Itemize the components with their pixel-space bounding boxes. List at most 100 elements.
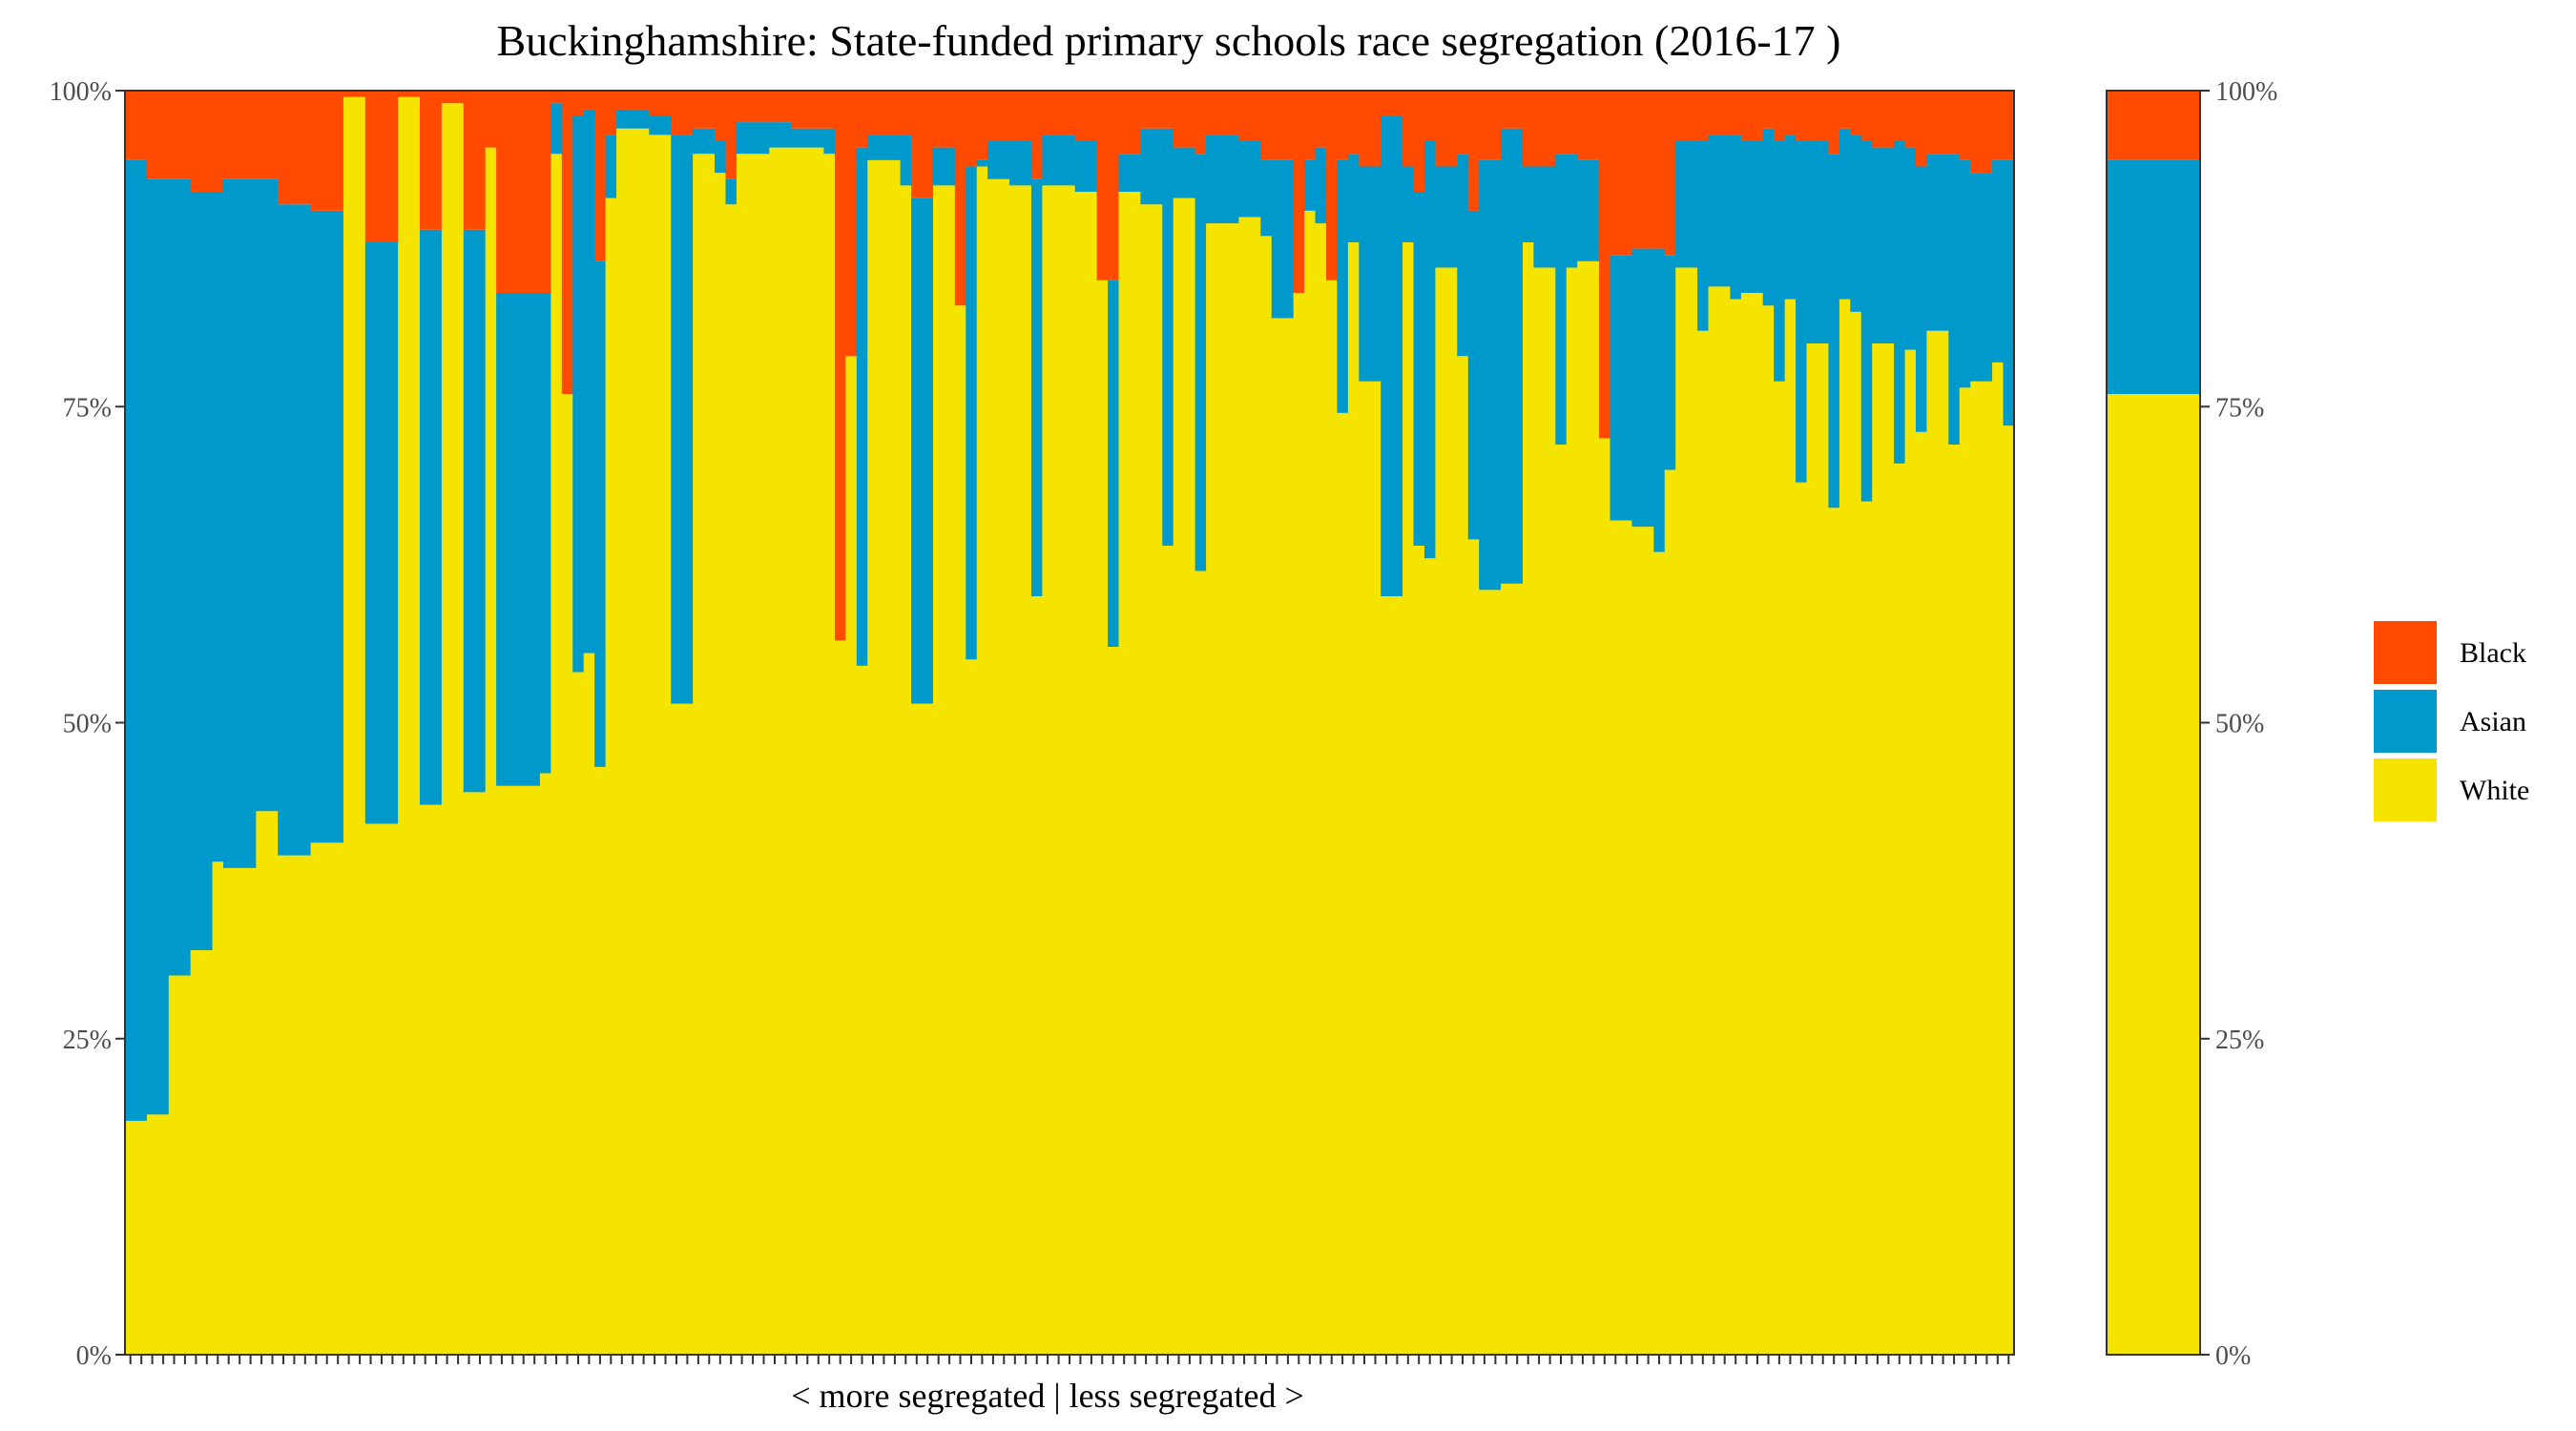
bar-black-58 — [1260, 91, 1273, 160]
bar-asian-105 — [1948, 154, 1961, 445]
bar-black-5 — [223, 91, 257, 179]
bar-white-56 — [1206, 223, 1239, 1355]
bar-black-76 — [1522, 91, 1535, 167]
bar-white-17 — [539, 773, 551, 1355]
bar-white-11 — [398, 96, 421, 1355]
bar-black-45 — [1009, 91, 1032, 141]
bar-black-87 — [1697, 91, 1710, 141]
bar-black-48 — [1074, 91, 1098, 141]
bar-black-25 — [649, 91, 672, 116]
bar-asian-40 — [932, 147, 956, 186]
bar-asian-93 — [1784, 135, 1797, 300]
bar-black-39 — [911, 91, 934, 198]
bar-black-47 — [1042, 91, 1076, 135]
bar-white-24 — [616, 128, 650, 1355]
bar-asian-69 — [1413, 192, 1425, 546]
bar-asian-44 — [987, 141, 1010, 179]
y-axis-left: 0% 25% 50% 75% 100% — [50, 77, 125, 1371]
bar-asian-30 — [736, 122, 770, 155]
bar-black-16 — [496, 91, 541, 293]
bar-black-7 — [278, 91, 312, 205]
bar-white-78 — [1555, 445, 1568, 1355]
y-axis-right: 0% 25% 50% 75% 100% — [2200, 77, 2277, 1371]
bar-black-69 — [1413, 91, 1425, 192]
bar-black-71 — [1435, 91, 1458, 167]
bar-asian-42 — [966, 166, 978, 660]
bar-black-94 — [1796, 91, 1808, 141]
bar-white-7 — [278, 855, 312, 1355]
bar-white-35 — [845, 356, 858, 1355]
bar-black-99 — [1860, 91, 1873, 141]
bar-asian-109 — [2003, 159, 2015, 426]
bar-asian-20 — [572, 115, 585, 673]
bar-white-54 — [1173, 197, 1196, 1355]
bar-asian-51 — [1118, 154, 1141, 192]
bar-white-102 — [1904, 349, 1917, 1355]
bar-black-19 — [561, 91, 573, 394]
bar-black-26 — [671, 91, 694, 135]
bar-asian-64 — [1337, 159, 1349, 413]
bar-white-104 — [1926, 330, 1949, 1355]
bar-white-94 — [1796, 482, 1808, 1355]
overall-white — [2107, 394, 2200, 1355]
bar-black-59 — [1271, 91, 1295, 160]
bar-black-105 — [1948, 91, 1961, 155]
bar-white-33 — [823, 154, 836, 1355]
bar-asian-4 — [212, 192, 224, 862]
bar-white-92 — [1774, 381, 1786, 1355]
bar-black-20 — [572, 91, 585, 116]
bar-asian-97 — [1839, 128, 1851, 300]
bar-black-11 — [398, 91, 421, 97]
bar-white-93 — [1784, 299, 1797, 1355]
bar-white-79 — [1566, 267, 1578, 1355]
bar-asian-66 — [1359, 166, 1381, 382]
bar-white-9 — [343, 96, 366, 1355]
bar-black-18 — [551, 91, 563, 104]
bar-white-101 — [1894, 463, 1906, 1355]
bar-black-62 — [1315, 91, 1327, 148]
bar-white-6 — [256, 811, 279, 1355]
bar-black-92 — [1774, 91, 1786, 141]
bar-asian-90 — [1740, 141, 1764, 293]
bar-white-26 — [671, 703, 694, 1355]
bar-black-93 — [1784, 91, 1797, 135]
bar-asian-62 — [1315, 147, 1327, 224]
bar-white-76 — [1522, 242, 1535, 1355]
bar-black-74 — [1479, 91, 1502, 160]
bar-asian-24 — [616, 109, 650, 129]
bar-white-106 — [1959, 387, 1971, 1355]
bar-white-72 — [1457, 356, 1469, 1355]
bar-asian-32 — [791, 128, 825, 148]
bar-asian-61 — [1304, 159, 1317, 211]
legend-label-white: White — [2460, 775, 2529, 806]
bar-white-98 — [1850, 311, 1862, 1355]
bar-white-97 — [1839, 299, 1851, 1355]
bar-white-74 — [1479, 590, 1502, 1355]
bar-black-60 — [1293, 91, 1305, 293]
bar-black-101 — [1894, 91, 1906, 141]
y-tick-label-left-4: 100% — [50, 77, 112, 107]
bar-black-95 — [1806, 91, 1830, 141]
bar-black-27 — [693, 91, 716, 129]
bar-asian-99 — [1860, 141, 1873, 502]
bar-black-97 — [1839, 91, 1851, 129]
bar-asian-22 — [594, 260, 607, 767]
legend-key-asian — [2374, 690, 2437, 753]
bar-asian-94 — [1796, 141, 1808, 483]
bar-asian-83 — [1631, 248, 1654, 528]
bar-black-30 — [736, 91, 770, 123]
bar-black-90 — [1740, 91, 1764, 141]
bar-black-8 — [310, 91, 344, 211]
bar-asian-107 — [1970, 173, 1993, 382]
bar-asian-33 — [823, 128, 836, 155]
bar-white-105 — [1948, 445, 1961, 1355]
bar-white-64 — [1337, 412, 1349, 1355]
bar-black-103 — [1915, 91, 1928, 167]
bar-asian-86 — [1675, 141, 1698, 268]
bar-white-96 — [1828, 508, 1840, 1355]
bar-white-29 — [725, 204, 737, 1355]
school-bars — [125, 91, 2015, 1355]
bar-black-14 — [463, 91, 487, 230]
bar-black-63 — [1325, 91, 1339, 280]
bar-black-52 — [1140, 91, 1163, 129]
